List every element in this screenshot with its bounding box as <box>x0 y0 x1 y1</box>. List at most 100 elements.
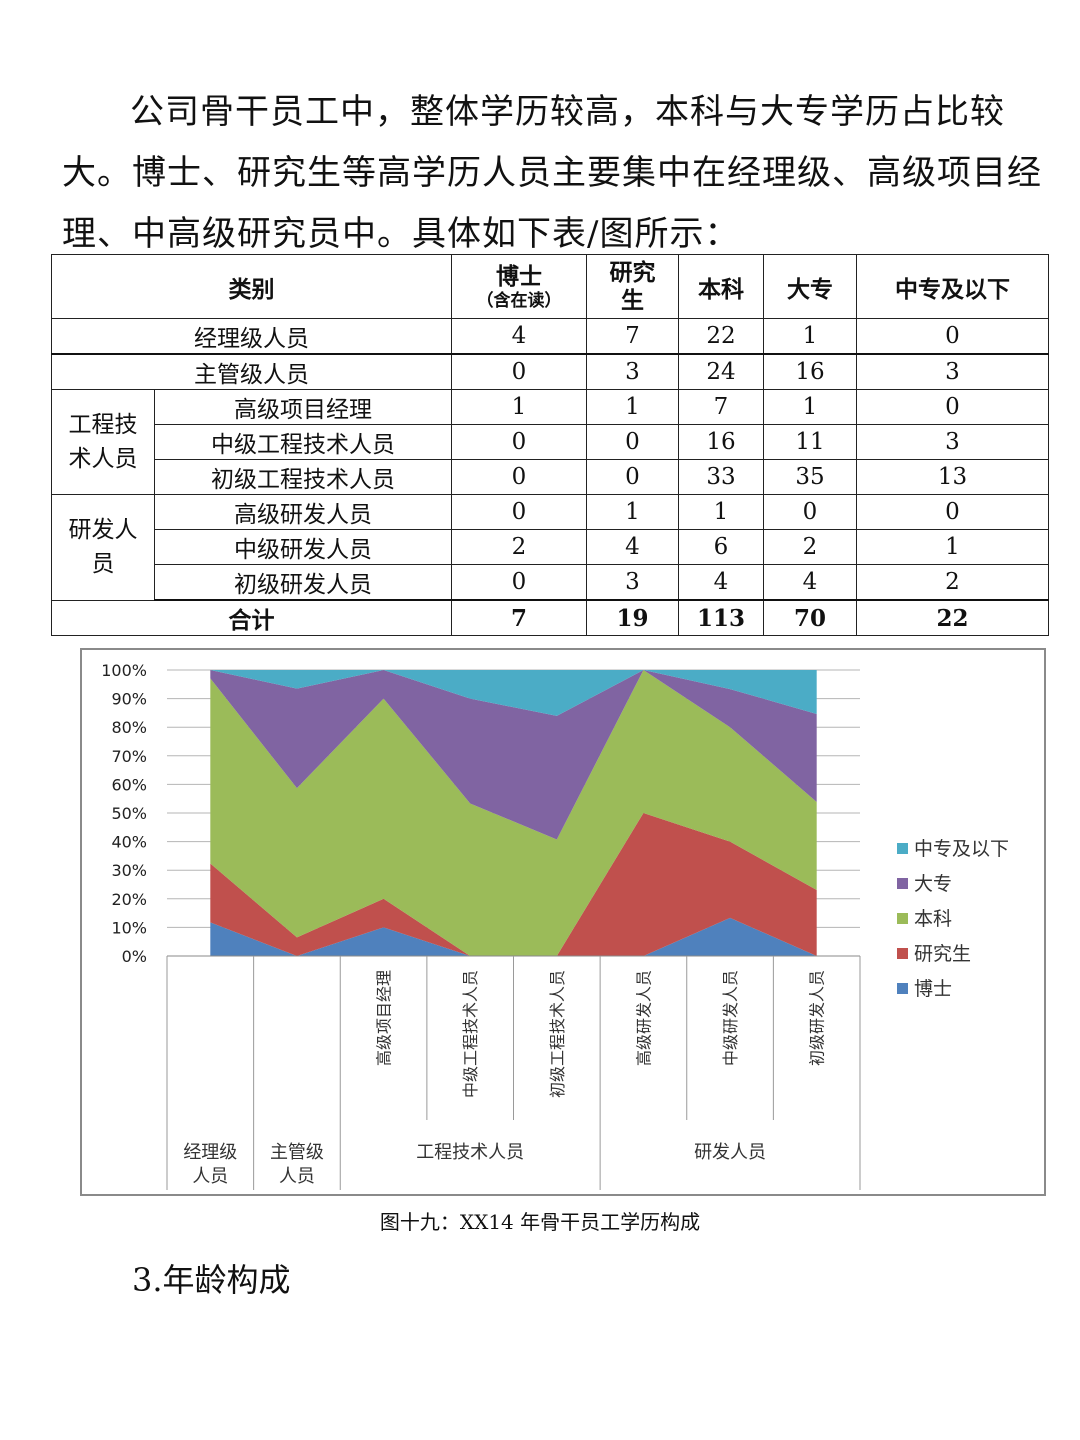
x-group-label: 人员 <box>279 1166 315 1187</box>
x-category-label: 初级工程技术人员 <box>548 970 567 1098</box>
header-phd-line1: 博士 <box>496 262 542 290</box>
group-rd-line2: 员 <box>91 551 115 578</box>
x-category-label: 初级研发人员 <box>808 970 827 1066</box>
total-cell: 22 <box>856 599 1049 636</box>
y-tick-label: 60% <box>111 775 147 794</box>
header-secondary: 中专及以下 <box>856 254 1049 319</box>
table-row: 初级研发人员 0 3 4 4 2 <box>52 564 1049 601</box>
header-phd: 博士 （含在读） <box>451 254 587 319</box>
cell: 3 <box>586 564 679 601</box>
cell: 11 <box>763 424 857 460</box>
cell: 0 <box>763 494 857 530</box>
total-row: 合计 7 19 113 70 22 <box>51 599 1049 636</box>
cell: 0 <box>451 459 587 495</box>
cell: 3 <box>856 424 1049 460</box>
header-master-line1: 研究 <box>609 258 656 286</box>
legend-label: 研究生 <box>914 943 971 965</box>
header-bachelor: 本科 <box>678 254 764 319</box>
cell: 16 <box>763 353 857 390</box>
cell: 22 <box>678 318 764 355</box>
series-area-4 <box>210 670 817 716</box>
stacked-area-chart: 0% 10% 20% 30% 40% 50% 60% 70% 80% 90% 100% 高级项目经理 中… <box>101 661 1009 1190</box>
y-tick-label: 70% <box>111 747 147 766</box>
cell: 1 <box>856 529 1049 565</box>
group-engineering-line2: 术人员 <box>68 446 138 472</box>
cell: 4 <box>678 564 764 601</box>
group-rd: 研发人 员 <box>51 494 155 601</box>
table-header-row: 类别 博士 （含在读） 研究 生 本科 大专 中专及以下 <box>51 254 1049 319</box>
table-row: 中级工程技术人员 0 0 16 11 3 <box>52 424 1049 460</box>
table-row: 经理级人员 4 7 22 1 0 <box>51 318 1049 355</box>
table-row: 主管级人员 0 3 24 16 3 <box>51 353 1049 390</box>
header-college: 大专 <box>763 254 857 319</box>
legend-swatch <box>897 913 908 924</box>
cell: 33 <box>678 459 764 495</box>
education-table: 类别 博士 （含在读） 研究 生 本科 大专 中专及以下 经理级人员 4 7 2… <box>51 254 1049 636</box>
total-label: 合计 <box>51 599 452 636</box>
header-category: 类别 <box>51 254 452 319</box>
cell: 4 <box>451 318 587 355</box>
cell: 3 <box>586 353 679 390</box>
table-row: 工程技 术人员 高级项目经理 1 1 7 1 0 <box>51 389 1049 495</box>
x-group-label: 工程技术人员 <box>416 1142 524 1163</box>
row-label: 高级项目经理 <box>154 389 452 425</box>
cell: 1 <box>586 494 679 530</box>
group-engineering-line1: 工程技 <box>68 412 138 438</box>
chart-frame: 0% 10% 20% 30% 40% 50% 60% 70% 80% 90% 100% 高级项目经理 中… <box>80 648 1046 1196</box>
cell: 2 <box>451 529 587 565</box>
legend-swatch <box>897 843 908 854</box>
series-area-3 <box>210 670 817 840</box>
figure-caption: 图十九：XX14 年骨干员工学历构成 <box>379 1210 701 1234</box>
cell: 6 <box>678 529 764 565</box>
cell: 0 <box>586 424 679 460</box>
cell: 2 <box>763 529 857 565</box>
cell: 4 <box>763 564 857 601</box>
series-area-1 <box>210 813 817 956</box>
x-category-label: 高级项目经理 <box>375 970 394 1066</box>
total-cell: 7 <box>451 599 587 636</box>
row-label: 高级研发人员 <box>154 494 452 530</box>
y-tick-label: 10% <box>111 918 147 937</box>
total-cell: 19 <box>586 599 679 636</box>
row-label: 初级研发人员 <box>154 564 452 601</box>
y-tick-label: 50% <box>111 804 147 823</box>
table-row: 研发人 员 高级研发人员 0 1 1 0 0 <box>51 494 1049 601</box>
legend-label: 大专 <box>914 873 952 895</box>
series-area-2 <box>210 670 817 956</box>
legend-swatch <box>897 948 908 959</box>
x-category-label: 高级研发人员 <box>634 970 653 1066</box>
row-label: 中级研发人员 <box>154 529 452 565</box>
legend-label: 本科 <box>914 908 952 930</box>
cell: 3 <box>856 353 1049 390</box>
cell: 1 <box>763 318 857 355</box>
row-label: 主管级人员 <box>51 353 452 390</box>
total-cell: 70 <box>763 599 857 636</box>
cell: 1 <box>586 389 679 425</box>
total-cell: 113 <box>678 599 764 636</box>
row-label: 中级工程技术人员 <box>154 424 452 460</box>
cell: 1 <box>763 389 857 425</box>
y-tick-label: 80% <box>111 718 147 737</box>
legend-label: 博士 <box>914 978 952 1000</box>
cell: 0 <box>451 494 587 530</box>
series-area-0 <box>210 917 817 956</box>
section-heading: 3.年龄构成 <box>132 1261 291 1299</box>
cell: 35 <box>763 459 857 495</box>
group-rd-line1: 研发人 <box>68 517 138 544</box>
cell: 13 <box>856 459 1049 495</box>
cell: 0 <box>586 459 679 495</box>
cell: 16 <box>678 424 764 460</box>
header-master: 研究 生 <box>586 254 679 319</box>
x-category-label: 中级研发人员 <box>721 970 740 1066</box>
cell: 0 <box>451 424 587 460</box>
x-group-label: 经理级 <box>183 1142 237 1163</box>
cell: 24 <box>678 353 764 390</box>
table-row: 中级研发人员 2 4 6 2 1 <box>52 529 1049 565</box>
legend-swatch <box>897 983 908 994</box>
header-phd-line2: （含在读） <box>476 290 562 311</box>
cell: 7 <box>678 389 764 425</box>
cell: 2 <box>856 564 1049 601</box>
cell: 1 <box>678 494 764 530</box>
cell: 4 <box>586 529 679 565</box>
y-tick-label: 30% <box>111 861 147 880</box>
